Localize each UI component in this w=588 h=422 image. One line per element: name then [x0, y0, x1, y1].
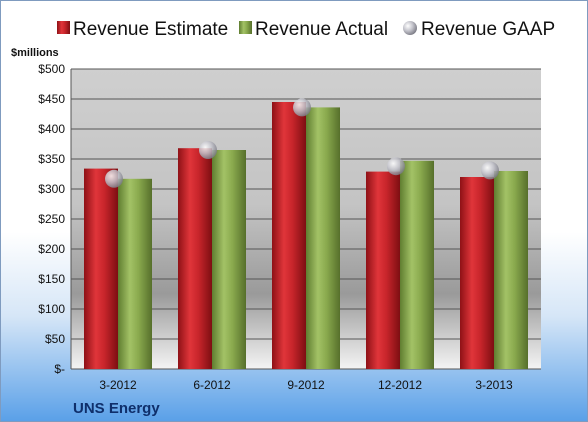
- bar-revenue-actual: [118, 178, 152, 369]
- x-tick-label: 12-2012: [378, 378, 422, 392]
- y-axis: $- $50 $100 $150 $200 $250 $300 $350 $400 $450 $50…: [38, 62, 541, 376]
- marker-revenue-gaap: [293, 98, 311, 117]
- y-tick-label: $300: [38, 182, 65, 196]
- legend-marker-revenue-gaap: [403, 21, 417, 35]
- legend-label-revenue-gaap: Revenue GAAP: [421, 19, 555, 40]
- y-tick-label: $150: [38, 272, 65, 286]
- y-tick-label: $450: [38, 92, 65, 106]
- x-tick-label: 9-2012: [287, 378, 325, 392]
- x-tick-label: 6-2012: [193, 378, 231, 392]
- y-tick-label: $100: [38, 302, 65, 316]
- legend-label-revenue-estimate: Revenue Estimate: [73, 19, 228, 40]
- y-axis-unit-label: $millions: [11, 47, 59, 59]
- legend-swatch-revenue-estimate: [57, 21, 70, 34]
- legend-label-revenue-actual: Revenue Actual: [255, 19, 388, 40]
- bar-revenue-actual: [400, 160, 434, 369]
- bar-revenue-estimate: [84, 168, 118, 369]
- y-tick-label: $-: [54, 362, 65, 376]
- x-tick-label: 3-2013: [475, 378, 513, 392]
- y-tick-label: $250: [38, 212, 65, 226]
- bar-revenue-actual: [306, 107, 340, 370]
- company-name: UNS Energy: [73, 400, 160, 417]
- x-axis: 3-2012 6-2012 9-2012 12-2012 3-2013: [99, 378, 513, 392]
- marker-revenue-gaap: [105, 169, 123, 188]
- bar-revenue-estimate: [178, 148, 212, 369]
- marker-revenue-gaap: [481, 161, 499, 180]
- x-tick-label: 3-2012: [99, 378, 137, 392]
- y-tick-label: $200: [38, 242, 65, 256]
- gaap-markers: [105, 98, 499, 188]
- y-tick-label: $50: [45, 332, 65, 346]
- y-tick-label: $400: [38, 122, 65, 136]
- bars: [84, 102, 528, 370]
- y-tick-label: $500: [38, 62, 65, 76]
- legend: Revenue Estimate Revenue Actual Revenue …: [57, 19, 555, 40]
- y-tick-label: $350: [38, 152, 65, 166]
- bar-revenue-actual: [212, 150, 246, 369]
- marker-revenue-gaap: [387, 157, 405, 176]
- legend-swatch-revenue-actual: [239, 21, 252, 34]
- bar-revenue-estimate: [272, 102, 306, 369]
- bar-revenue-actual: [494, 171, 528, 369]
- bar-revenue-estimate: [460, 177, 494, 369]
- marker-revenue-gaap: [199, 141, 217, 159]
- bar-revenue-estimate: [366, 171, 400, 369]
